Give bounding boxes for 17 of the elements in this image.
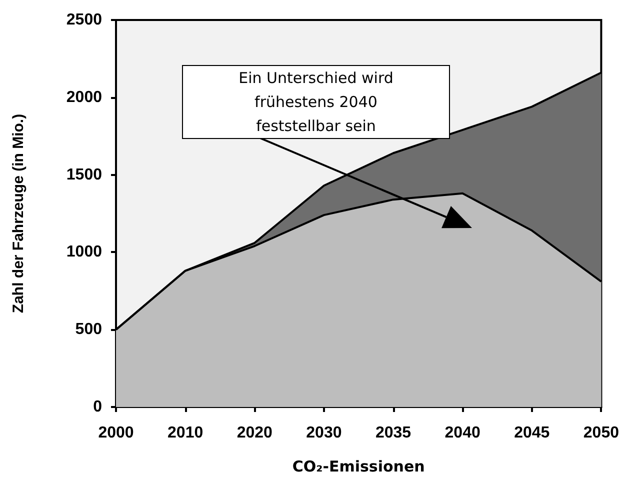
x-tick-label: 2020 [236,424,273,442]
x-tick-label: 2040 [444,424,480,442]
x-tick-label: 2000 [98,424,134,442]
y-tick-label: 2500 [66,12,102,28]
callout-box: Ein Unterschied wird frühestens 2040 feststellbar sein [182,65,450,139]
y-tick-label: 1000 [66,244,102,261]
x-axis-title: CO₂-Emissionen [292,458,425,476]
x-tick-label: 2030 [306,424,342,442]
y-tick-label: 0 [93,398,102,416]
y-tick-label: 2000 [66,88,102,106]
x-tick-label: 2050 [583,424,620,442]
y-tick-label: 500 [75,321,102,338]
x-tick-label: 2045 [514,424,550,442]
y-tick-label: 1500 [66,166,102,184]
x-tick-label: 2035 [375,424,412,442]
y-axis-title: Zahl der Fahrzeuge (in Mio.) [10,114,27,314]
x-tick-label: 2010 [168,424,204,442]
